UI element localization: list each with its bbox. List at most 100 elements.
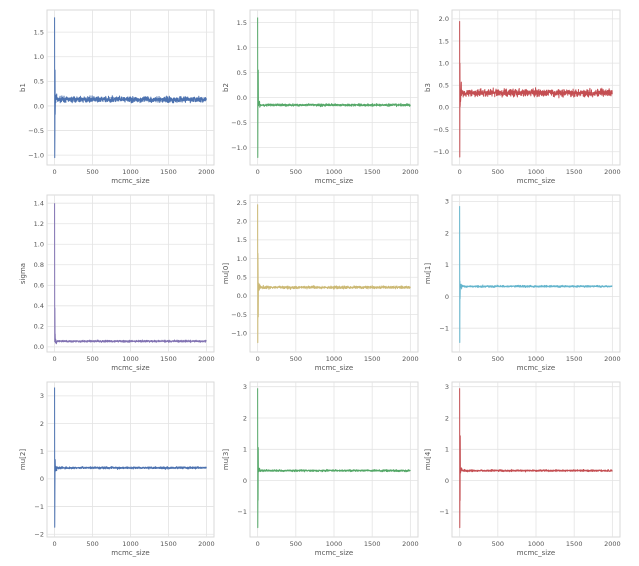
y-tick-label: 0 xyxy=(40,475,44,483)
y-tick-label: −1 xyxy=(439,508,449,516)
subplot-b3: 0 500 1000 1500 2000 −1.0 −0.5 0.0 0.5 1.0 1.5 2.0 m… xyxy=(424,9,621,185)
x-tick-label: 1000 xyxy=(122,168,139,176)
x-tick-label: 1000 xyxy=(326,540,343,548)
y-tick-label: −0.5 xyxy=(231,311,247,319)
trace-line-b3 xyxy=(459,21,613,158)
x-tick-label: 0 xyxy=(256,355,260,363)
y-tick-label: 0.5 xyxy=(34,78,44,86)
y-tick-label: 2 xyxy=(445,229,449,237)
x-axis-label: mcmc_size xyxy=(315,549,353,557)
y-tick-label: 2 xyxy=(445,414,449,422)
y-tick-label: 1 xyxy=(445,446,449,454)
x-tick-label: 0 xyxy=(458,540,462,548)
trace-line-mu[4] xyxy=(459,388,613,529)
y-tick-label: 1.0 xyxy=(439,59,449,67)
x-tick-label: 1000 xyxy=(326,168,343,176)
y-tick-label: 1 xyxy=(445,261,449,269)
x-tick-label: 1500 xyxy=(566,168,583,176)
x-tick-label: 2000 xyxy=(402,168,419,176)
x-tick-label: 2000 xyxy=(198,168,215,176)
x-tick-label: 1000 xyxy=(122,540,139,548)
y-tick-label: −0.5 xyxy=(28,127,44,135)
subplot-mu[2]: 0 500 1000 1500 2000 −2 −1 0 1 2 3 mcmc_size mu[2] xyxy=(19,381,215,557)
x-tick-label: 2000 xyxy=(402,540,419,548)
x-tick-label: 500 xyxy=(290,168,302,176)
y-tick-label: 3 xyxy=(445,198,449,206)
x-axis-label: mcmc_size xyxy=(517,549,555,557)
x-tick-label: 1000 xyxy=(326,355,343,363)
x-tick-label: 0 xyxy=(458,168,462,176)
subplot-b2: 0 500 1000 1500 2000 −1.0 −0.5 0.0 0.5 1.0 1.5 mcmc… xyxy=(222,9,419,185)
x-tick-label: 1500 xyxy=(364,355,381,363)
x-tick-label: 500 xyxy=(86,355,98,363)
y-tick-label: −1.0 xyxy=(28,151,44,159)
y-tick-label: 2.5 xyxy=(237,199,247,207)
y-tick-label: 3 xyxy=(243,383,247,391)
y-tick-label: 2 xyxy=(243,414,247,422)
x-tick-label: 500 xyxy=(290,540,302,548)
y-tick-label: 2.0 xyxy=(237,217,247,225)
y-tick-label: −0.5 xyxy=(433,126,449,134)
y-tick-label: 0.0 xyxy=(439,104,449,112)
x-tick-label: 500 xyxy=(492,168,504,176)
x-axis-label: mcmc_size xyxy=(111,177,149,185)
y-tick-label: 0 xyxy=(243,477,247,485)
trace-line-sigma xyxy=(54,203,207,345)
y-tick-label: 1.0 xyxy=(237,44,247,52)
y-axis-label: sigma xyxy=(19,263,27,284)
x-tick-label: 2000 xyxy=(604,168,621,176)
y-axis-label: b2 xyxy=(222,83,230,92)
x-tick-label: 2000 xyxy=(402,355,419,363)
y-tick-label: 2 xyxy=(40,420,44,428)
y-tick-label: −2 xyxy=(34,531,44,539)
x-tick-label: 1000 xyxy=(528,540,545,548)
y-tick-label: 3 xyxy=(445,383,449,391)
x-tick-label: 1000 xyxy=(528,355,545,363)
y-tick-label: 1.4 xyxy=(34,200,44,208)
x-tick-label: 0 xyxy=(458,355,462,363)
subplot-sigma: 0 500 1000 1500 2000 0.0 0.2 0.4 0.6 0.8 1.0 1.2 1.4… xyxy=(19,194,215,372)
y-axis-label: b3 xyxy=(424,83,432,92)
subplot-mu[4]: 0 500 1000 1500 2000 −1 0 1 2 3 mcmc_size mu[4] xyxy=(424,381,621,557)
x-axis-label: mcmc_size xyxy=(111,364,149,372)
subplot-mu[1]: 0 500 1000 1500 2000 −1 0 1 2 3 mcmc_size mu[1] xyxy=(424,194,621,372)
x-tick-label: 0 xyxy=(53,355,57,363)
y-tick-label: 0.4 xyxy=(34,302,44,310)
subplot-mu[0]: 0 500 1000 1500 2000 −1.0 −0.5 0.0 0.5 1.0 1.5 2.0 2… xyxy=(222,194,419,372)
y-tick-label: 1.2 xyxy=(34,220,44,228)
x-tick-label: 0 xyxy=(53,168,57,176)
y-tick-label: 0.5 xyxy=(237,274,247,282)
trace-line-mu[1] xyxy=(459,206,613,343)
y-tick-label: −0.5 xyxy=(231,119,247,127)
y-tick-label: 0.5 xyxy=(439,82,449,90)
y-axis-label: mu[2] xyxy=(19,449,27,470)
x-tick-label: 1500 xyxy=(160,168,177,176)
y-tick-label: 1.0 xyxy=(34,241,44,249)
y-tick-label: 1 xyxy=(40,447,44,455)
y-tick-label: 1 xyxy=(243,446,247,454)
y-tick-label: 0.0 xyxy=(237,292,247,300)
y-axis-label: mu[0] xyxy=(222,263,230,284)
y-tick-label: 0.0 xyxy=(237,94,247,102)
y-tick-label: 3 xyxy=(40,392,44,400)
y-axis-label: b1 xyxy=(19,83,27,92)
x-tick-label: 2000 xyxy=(198,540,215,548)
x-axis-label: mcmc_size xyxy=(517,364,555,372)
x-tick-label: 1500 xyxy=(160,355,177,363)
x-tick-label: 0 xyxy=(53,540,57,548)
trace-line-mu[3] xyxy=(257,388,411,529)
y-tick-label: 0.8 xyxy=(34,261,44,269)
y-tick-label: 0.0 xyxy=(34,102,44,110)
y-tick-label: 0.0 xyxy=(34,343,44,351)
x-tick-label: 500 xyxy=(290,355,302,363)
y-tick-label: −1.0 xyxy=(231,330,247,338)
y-tick-label: 0.2 xyxy=(34,323,44,331)
x-tick-label: 1000 xyxy=(122,355,139,363)
x-axis-label: mcmc_size xyxy=(315,177,353,185)
y-tick-label: 0 xyxy=(445,293,449,301)
x-tick-label: 2000 xyxy=(198,355,215,363)
y-tick-label: 0.6 xyxy=(34,282,44,290)
x-tick-label: 1500 xyxy=(566,540,583,548)
x-tick-label: 500 xyxy=(492,540,504,548)
